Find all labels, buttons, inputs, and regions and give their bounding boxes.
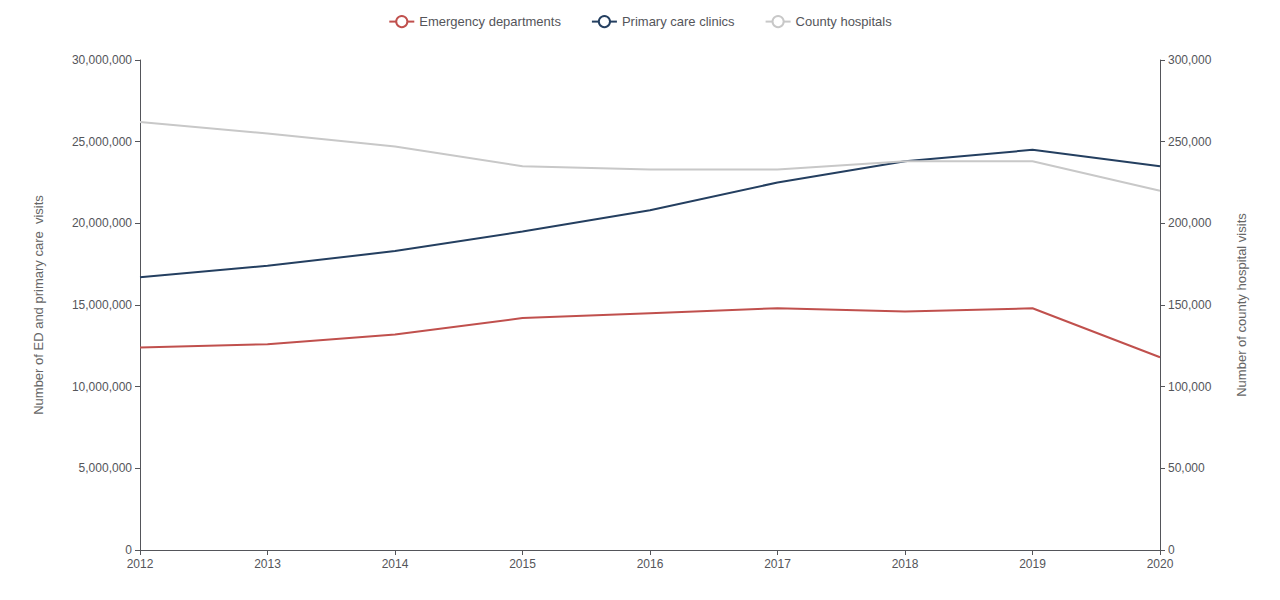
svg-text:15,000,000: 15,000,000 [72, 298, 132, 312]
svg-text:County hospitals: County hospitals [796, 14, 893, 29]
svg-text:0: 0 [125, 543, 132, 557]
svg-text:Number of county hospital visi: Number of county hospital visits [1234, 213, 1249, 397]
svg-text:25,000,000: 25,000,000 [72, 135, 132, 149]
svg-text:30,000,000: 30,000,000 [72, 53, 132, 67]
svg-text:Emergency departments: Emergency departments [419, 14, 561, 29]
svg-text:2018: 2018 [892, 557, 919, 571]
svg-text:20,000,000: 20,000,000 [72, 216, 132, 230]
svg-text:50,000: 50,000 [1168, 461, 1205, 475]
svg-text:0: 0 [1168, 543, 1175, 557]
svg-text:150,000: 150,000 [1168, 298, 1212, 312]
svg-text:2012: 2012 [127, 557, 154, 571]
svg-text:10,000,000: 10,000,000 [72, 380, 132, 394]
svg-text:Number of ED and primary care: Number of ED and primary care visits [31, 195, 46, 415]
svg-text:2017: 2017 [764, 557, 791, 571]
svg-text:100,000: 100,000 [1168, 380, 1212, 394]
svg-text:200,000: 200,000 [1168, 216, 1212, 230]
svg-text:Primary care clinics: Primary care clinics [622, 14, 735, 29]
svg-text:2020: 2020 [1147, 557, 1174, 571]
svg-text:2016: 2016 [637, 557, 664, 571]
svg-text:5,000,000: 5,000,000 [79, 461, 133, 475]
svg-text:250,000: 250,000 [1168, 135, 1212, 149]
svg-text:300,000: 300,000 [1168, 53, 1212, 67]
svg-text:2013: 2013 [254, 557, 281, 571]
svg-text:2015: 2015 [509, 557, 536, 571]
svg-text:2019: 2019 [1019, 557, 1046, 571]
svg-text:2014: 2014 [382, 557, 409, 571]
